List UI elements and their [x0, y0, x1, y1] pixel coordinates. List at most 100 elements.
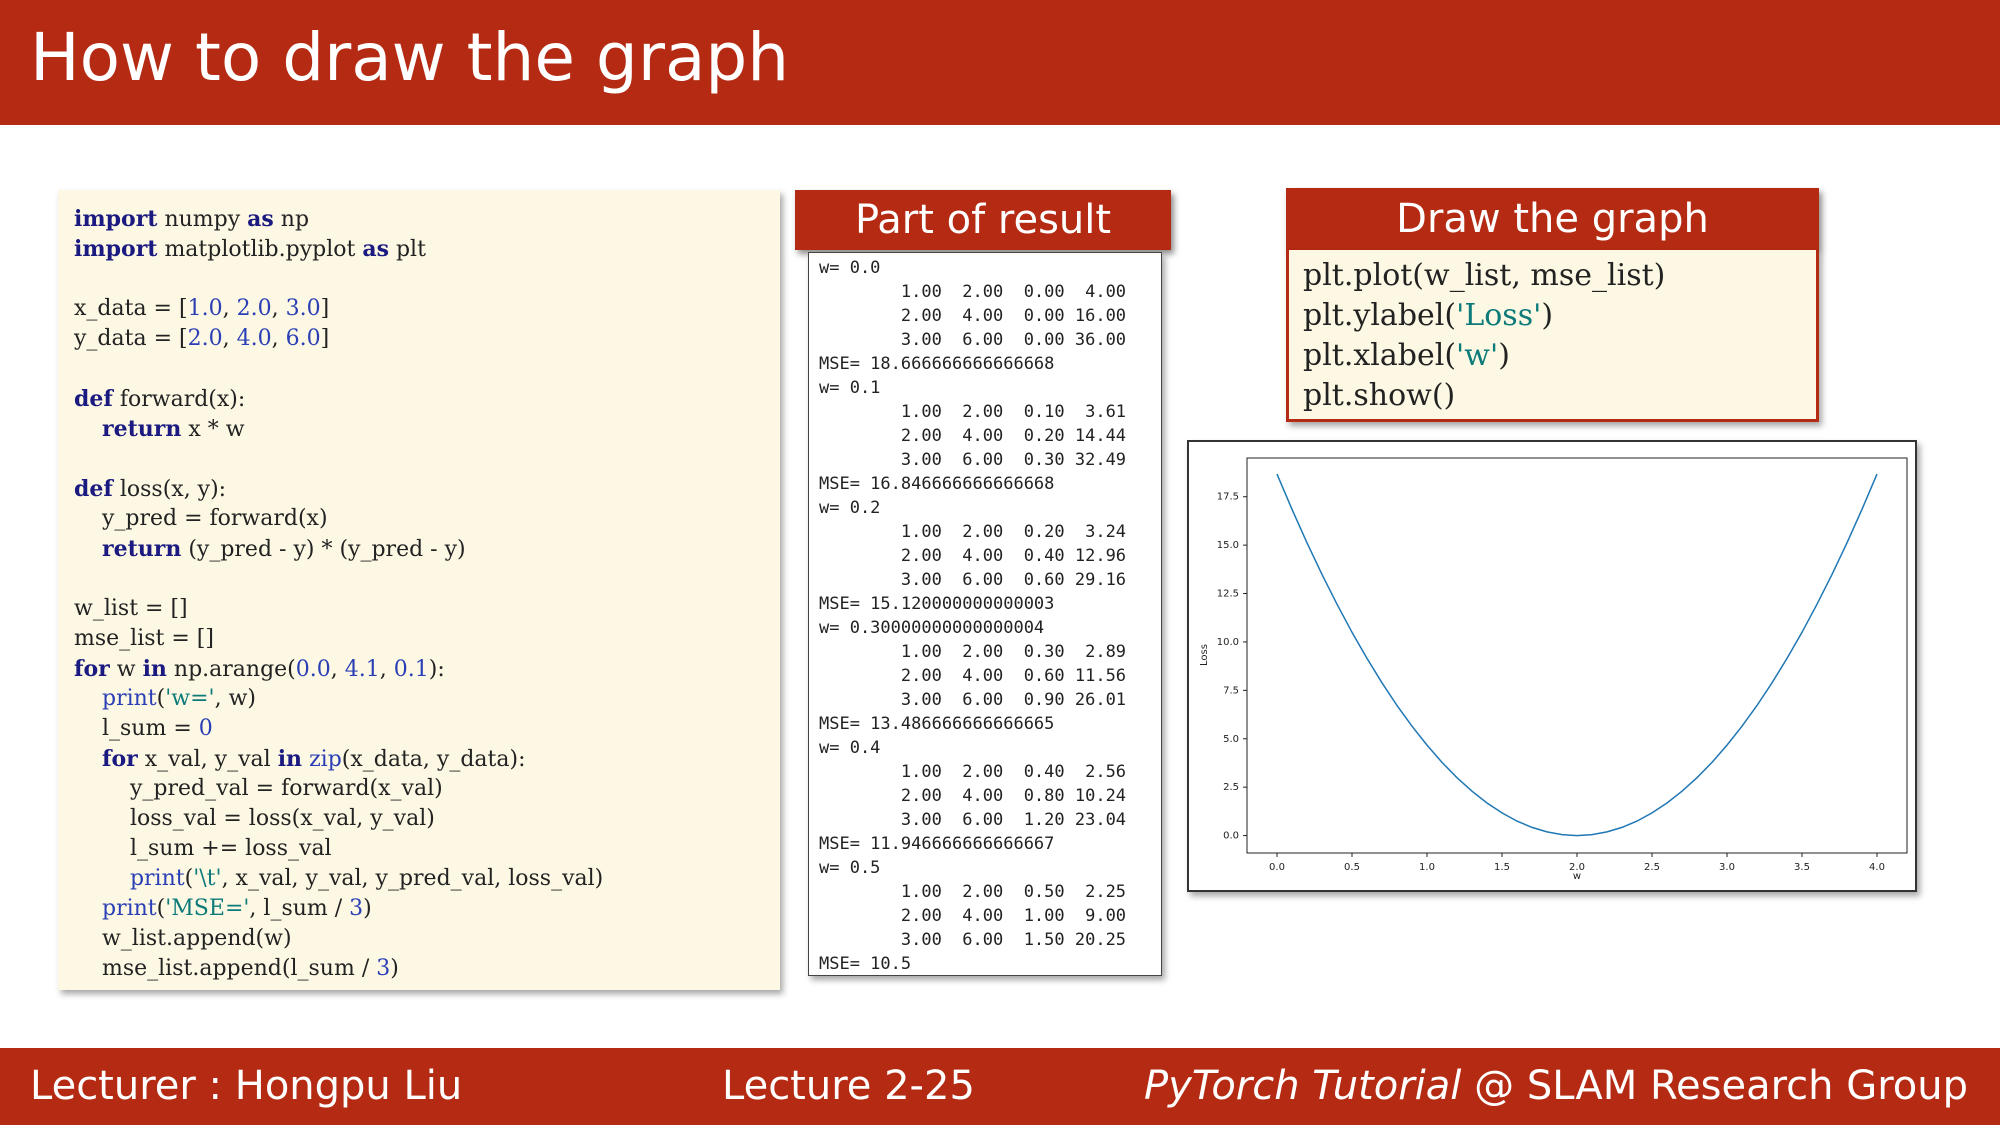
code-token: , [271, 296, 286, 321]
x-tick-label: 2.5 [1644, 862, 1660, 873]
result-line: 1.00 2.00 0.40 2.56 [819, 762, 1127, 782]
code-token: import [74, 206, 158, 232]
code-token: w [109, 657, 143, 682]
code-token: matplotlib.pyplot [157, 237, 363, 262]
result-line: 1.00 2.00 0.20 3.24 [819, 522, 1127, 542]
code-token [74, 896, 102, 921]
code-token: np [273, 207, 310, 232]
x-tick-label: 0.0 [1269, 862, 1285, 873]
code-line: print('\t', x_val, y_val, y_pred_val, lo… [74, 864, 603, 894]
code-token: mse_list.append(l_sum / [74, 956, 377, 981]
result-line: MSE= 13.486666666666665 [819, 714, 1055, 734]
code-token: print [101, 896, 157, 921]
code-token [302, 747, 309, 772]
code-token: , l_sum / [249, 896, 350, 921]
y-tick-label: 5.0 [1223, 734, 1239, 745]
footer-lecturer: Lecturer : Hongpu Liu [30, 1063, 463, 1109]
code-token: l_sum += loss_val [74, 836, 332, 861]
result-line: 1.00 2.00 0.10 3.61 [819, 402, 1127, 422]
code-line: return (y_pred - y) * (y_pred - y) [74, 534, 466, 564]
code-token: 4.1 [344, 657, 380, 682]
code-token: 3 [349, 896, 364, 921]
x-tick-label: 1.0 [1419, 862, 1435, 873]
code-line: l_sum = 0 [74, 714, 213, 744]
code-token: ( [184, 866, 194, 891]
code-token: w_list.append(w) [74, 926, 292, 951]
code-token: '\t' [193, 866, 222, 891]
footer-brand-rest: @ SLAM Research Group [1461, 1063, 1968, 1109]
code-token: for [74, 656, 110, 682]
result-line: 2.00 4.00 1.00 9.00 [819, 906, 1127, 926]
code-token: (y_pred - y) * (y_pred - y) [181, 537, 466, 562]
code-token [74, 417, 102, 442]
code-token: 2.0 [236, 296, 272, 321]
result-line: 1.00 2.00 0.30 2.89 [819, 642, 1127, 662]
result-line: 2.00 4.00 0.20 14.44 [819, 426, 1127, 446]
code-block: import numpy as np import matplotlib.pypl… [58, 190, 780, 990]
loss-chart-svg: 0.0 0.5 1.0 1.5 2.0 2.5 3.0 3.5 4.0 0.0 2.5 5.0 7.5 1… [1199, 457, 1908, 882]
code-line: def loss(x, y): [74, 474, 226, 504]
code-token: return [101, 416, 182, 442]
code-token: for [101, 746, 138, 772]
code-token: import [74, 236, 158, 262]
code-token [74, 747, 102, 772]
x-tick-label: 1.5 [1494, 862, 1510, 873]
draw-code-block: plt.plot(w_list, mse_list) plt.ylabel('Lo… [1286, 250, 1819, 422]
y-tick-label: 12.5 [1217, 589, 1239, 600]
code-token: mse_list = [] [74, 626, 214, 651]
y-tick-label: 17.5 [1217, 492, 1239, 503]
result-line: w= 0.2 [819, 498, 881, 518]
code-token: , x_val, y_val, y_pred_val, loss_val) [221, 866, 604, 891]
code-token: 0 [198, 716, 213, 741]
result-line: w= 0.5 [819, 858, 881, 878]
code-token: numpy [157, 207, 248, 232]
code-token: , [271, 326, 286, 351]
code-line: loss_val = loss(x_val, y_val) [74, 804, 435, 834]
slide-title: How to draw the graph [30, 19, 790, 96]
code-token: 'MSE=' [165, 896, 250, 921]
result-line: w= 0.0 [819, 258, 881, 278]
code-token: 3 [376, 956, 391, 981]
result-line: 3.00 6.00 1.20 23.04 [819, 810, 1127, 830]
x-tick-label: 4.0 [1869, 862, 1885, 873]
x-tick-label: 2.0 [1569, 862, 1585, 873]
y-tick-label: 2.5 [1223, 782, 1239, 793]
code-token: zip [309, 747, 342, 772]
draw-token: 'Loss' [1456, 298, 1542, 333]
code-token [74, 537, 102, 562]
draw-line: plt.plot(w_list, mse_list) [1303, 256, 1665, 296]
code-token: , [330, 657, 345, 682]
code-line: print('MSE=', l_sum / 3) [74, 894, 372, 924]
code-token: 1.0 [187, 296, 223, 321]
code-line: w_list.append(w) [74, 924, 292, 954]
draw-line: plt.show() [1303, 376, 1455, 416]
y-tick-label: 0.0 [1223, 831, 1239, 842]
code-line: print('w=', w) [74, 684, 256, 714]
code-token: plt [388, 237, 426, 262]
result-line: MSE= 18.666666666666668 [819, 354, 1055, 374]
x-axis-label: w [1573, 871, 1581, 882]
x-tick-label: 3.5 [1794, 862, 1810, 873]
result-line: 2.00 4.00 0.60 11.56 [819, 666, 1127, 686]
y-tick-label: 7.5 [1223, 685, 1239, 696]
code-token: loss(x, y): [112, 477, 227, 502]
draw-header: Draw the graph [1286, 188, 1819, 250]
result-line: MSE= 15.120000000000003 [819, 594, 1055, 614]
code-token: ) [390, 956, 399, 981]
result-line: w= 0.4 [819, 738, 881, 758]
result-line: 3.00 6.00 0.30 32.49 [819, 450, 1127, 470]
code-line: y_data = [2.0, 4.0, 6.0] [74, 324, 329, 354]
code-line: import matplotlib.pyplot as plt [74, 234, 426, 264]
result-line: 1.00 2.00 0.50 2.25 [819, 882, 1127, 902]
result-line: MSE= 10.5 [819, 954, 912, 974]
code-token [74, 866, 130, 891]
code-token: forward(x): [112, 387, 246, 412]
y-axis-label: Loss [1199, 644, 1210, 666]
code-token: , w) [214, 686, 257, 711]
code-line: def forward(x): [74, 384, 245, 414]
footer-lecture: Lecture 2-25 [722, 1063, 975, 1109]
footer-brand-italic: PyTorch Tutorial [1144, 1063, 1462, 1109]
code-line: w_list = [] [74, 594, 188, 624]
draw-token: plt.show() [1303, 378, 1456, 413]
code-line: mse_list.append(l_sum / 3) [74, 954, 399, 984]
